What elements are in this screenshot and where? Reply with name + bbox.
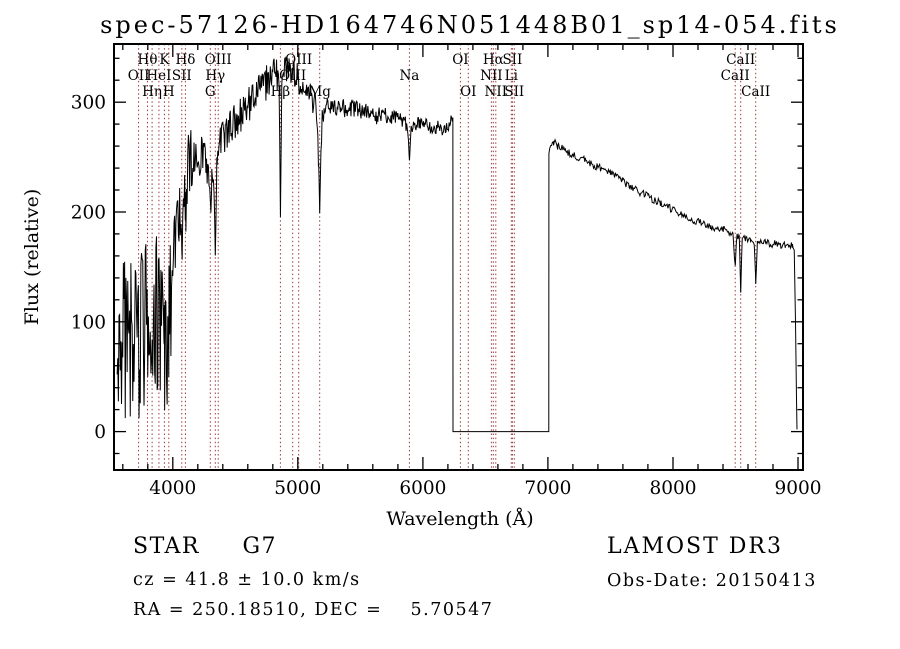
spectral-line-label: SII	[502, 52, 522, 68]
spectral-line-label: Hα	[483, 52, 504, 68]
object-class-text: STAR G7	[133, 534, 278, 559]
x-tick-label: 8000	[649, 478, 696, 499]
spectral-line-label: G	[205, 84, 216, 100]
y-tick-label: 0	[94, 422, 106, 443]
spectral-line-label: HeI	[146, 68, 171, 84]
plot-box	[113, 43, 804, 471]
spectral-line-label: Hη	[142, 84, 162, 100]
spectrum-trace	[116, 56, 798, 433]
y-tick-label: 300	[71, 93, 106, 114]
spectral-line-label: Hγ	[205, 68, 225, 84]
obsdate-text: Obs-Date: 20150413	[607, 571, 817, 591]
survey-text: LAMOST DR3	[607, 534, 783, 559]
spectral-line-label: SII	[172, 68, 192, 84]
spectral-line-label: H	[163, 84, 175, 100]
spectral-line-label: Na	[399, 68, 419, 84]
spectral-line-label: Li	[505, 68, 519, 84]
x-tick-label: 7000	[524, 478, 571, 499]
spectral-line-label: Hβ	[271, 84, 291, 100]
spectral-line-label: NII	[485, 84, 507, 100]
x-tick-label: 4000	[149, 478, 196, 499]
x-axis-title: Wavelength (Å)	[386, 508, 533, 530]
spectral-line-label: Hθ	[138, 52, 158, 68]
y-axis-title: Flux (relative)	[21, 189, 43, 326]
x-tick-label: 6000	[399, 478, 446, 499]
y-tick-label: 200	[71, 203, 106, 224]
spectral-line-label: OII	[128, 68, 150, 84]
spectral-line-label: OIII	[205, 52, 232, 68]
spectral-line-markers	[138, 44, 757, 470]
spectral-line-label: K	[159, 52, 170, 68]
plot-title: spec-57126-HD164746N051448B01_sp14-054.f…	[100, 11, 840, 39]
axis-tick-labels: 4000 5000 6000 7000 8000 9000 0 100 200 300	[71, 93, 822, 499]
spectral-line-label: CaII	[741, 84, 770, 100]
spectral-line-label: OIII	[285, 52, 312, 68]
spectral-line-label: NII	[480, 68, 502, 84]
x-tick-label: 5000	[274, 478, 321, 499]
y-tick-label: 100	[71, 312, 106, 333]
axis-ticks	[114, 44, 803, 470]
spectral-line-label: CaII	[721, 68, 750, 84]
spectral-line-label: OI	[452, 52, 468, 68]
spectral-line-labels: OIIHθHηHeIKHSIIHδGHγOIIIHβOIIIOIIIMgNaOI…	[128, 52, 770, 100]
radec-text: RA = 250.18510, DEC = 5.70547	[133, 600, 494, 620]
spectral-line-label: SII	[504, 84, 524, 100]
spectral-line-label: CaII	[726, 52, 755, 68]
spectral-line-label: OI	[460, 84, 476, 100]
cz-text: cz = 41.8 ± 10.0 km/s	[133, 570, 361, 590]
x-tick-label: 9000	[774, 478, 821, 499]
spectral-line-label: Hδ	[175, 52, 195, 68]
